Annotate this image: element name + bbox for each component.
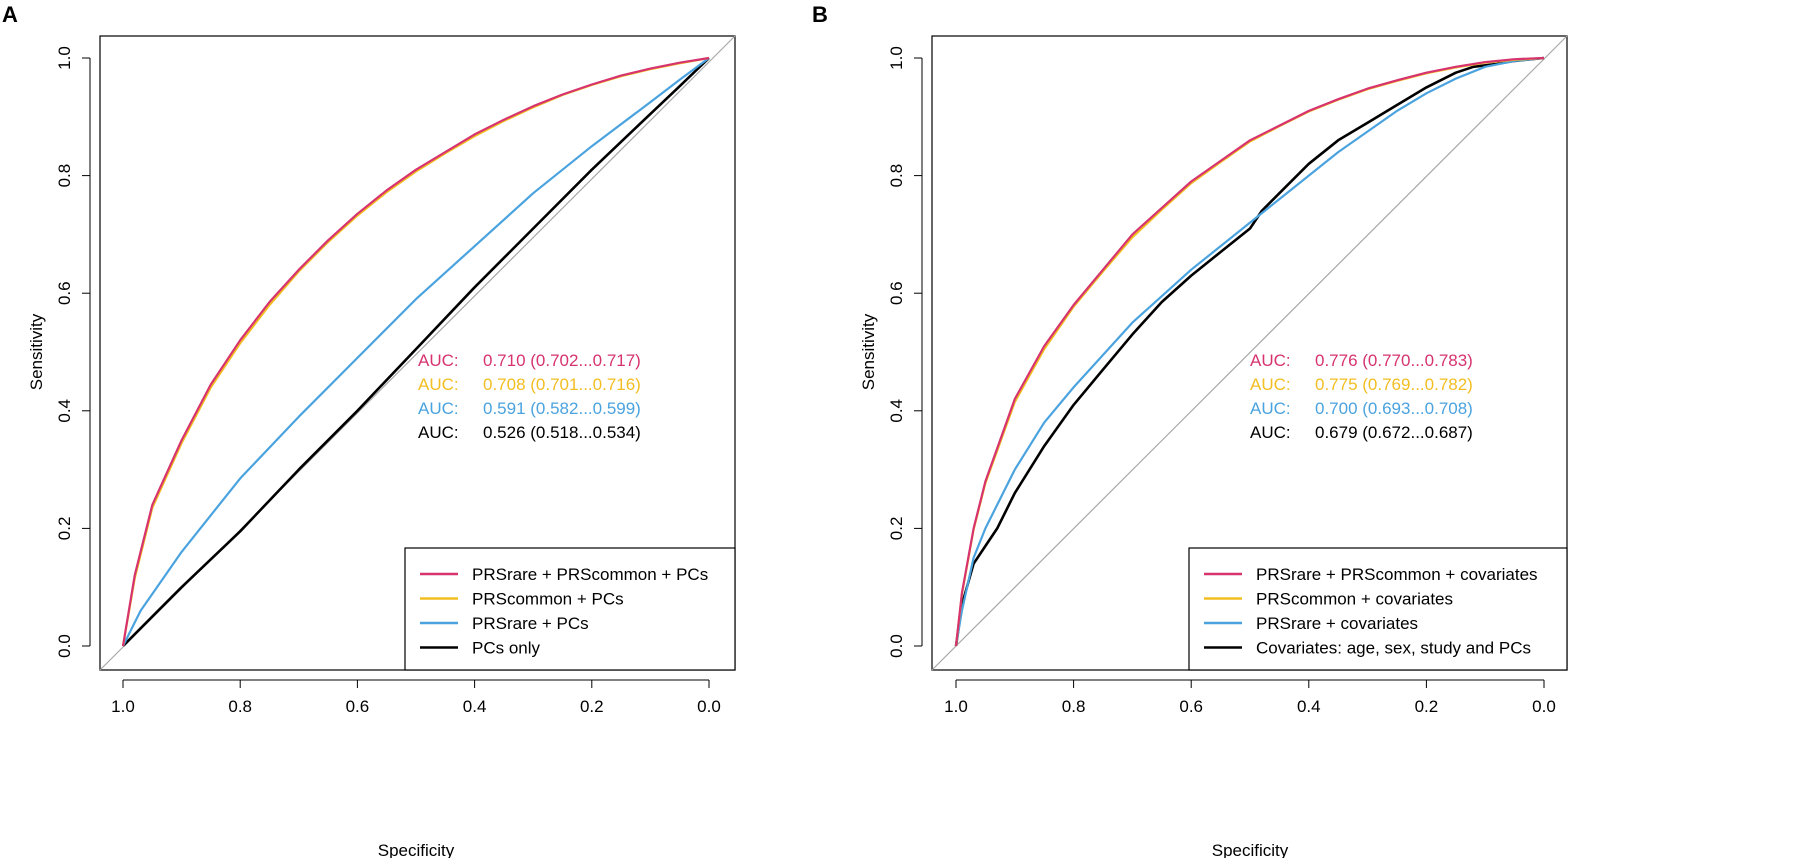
roc-curves xyxy=(954,56,1545,647)
auc-value: 0.708 (0.701...0.716) xyxy=(483,375,641,394)
auc-value: 0.775 (0.769...0.782) xyxy=(1315,375,1473,394)
roc-curve-3 xyxy=(954,56,1545,647)
x-tick-label: 0.8 xyxy=(228,697,252,716)
y-axis-title: Sensitivity xyxy=(859,313,878,390)
panel-b: B 1.0 0.8 0.6 0.4 0.2 0.0 Specificity 0.0 0.2 0.4 0… xyxy=(812,2,1568,858)
legend-box xyxy=(1188,547,1568,671)
x-tick-label: 0.2 xyxy=(1415,697,1439,716)
x-tick-label: 0.6 xyxy=(1179,697,1203,716)
legend-box xyxy=(404,547,736,671)
panel-a: A 1.0 0.8 0.6 0.4 0.2 0.0 Specificity 0.0 0.2 0.4 0… xyxy=(2,2,736,858)
auc-prefix: AUC: xyxy=(1250,399,1291,418)
y-tick-label: 0.0 xyxy=(55,634,74,658)
x-tick-label: 0.4 xyxy=(1297,697,1321,716)
roc-curve-3 xyxy=(122,57,710,647)
roc-curve-4 xyxy=(954,56,1545,647)
y-tick-label: 0.8 xyxy=(55,164,74,188)
y-axis-title: Sensitivity xyxy=(27,313,46,390)
x-tick-label: 1.0 xyxy=(944,697,968,716)
legend-label: PRSrare + PCs xyxy=(472,614,589,633)
auc-value: 0.591 (0.582...0.599) xyxy=(483,399,641,418)
legend-label: PCs only xyxy=(472,639,541,658)
y-tick-label: 0.2 xyxy=(55,517,74,541)
panel-label: B xyxy=(812,2,828,27)
auc-value: 0.776 (0.770...0.783) xyxy=(1315,351,1473,370)
legend-label: PRSrare + PRScommon + covariates xyxy=(1256,565,1538,584)
panel-label: A xyxy=(2,2,18,27)
y-tick-label: 1.0 xyxy=(887,46,906,70)
y-tick-label: 0.8 xyxy=(887,164,906,188)
y-tick-label: 0.6 xyxy=(55,281,74,305)
auc-value: 0.700 (0.693...0.708) xyxy=(1315,399,1473,418)
x-tick-label: 1.0 xyxy=(111,697,135,716)
y-tick-label: 0.2 xyxy=(887,517,906,541)
legend: PRSrare + PRScommon + PCs PRScommon + PCs… xyxy=(404,547,736,671)
x-tick-label: 0.6 xyxy=(346,697,370,716)
auc-prefix: AUC: xyxy=(418,351,459,370)
auc-value: 0.710 (0.702...0.717) xyxy=(483,351,641,370)
legend-label: PRScommon + PCs xyxy=(472,590,624,609)
roc-curves xyxy=(121,56,710,647)
legend-label: Covariates: age, sex, study and PCs xyxy=(1256,639,1531,658)
roc-curve-4 xyxy=(122,57,710,647)
x-tick-label: 0.4 xyxy=(463,697,487,716)
legend: PRSrare + PRScommon + covariates PRScommo… xyxy=(1188,547,1568,671)
auc-prefix: AUC: xyxy=(418,375,459,394)
x-tick-label: 0.0 xyxy=(1532,697,1556,716)
legend-label: PRSrare + covariates xyxy=(1256,614,1418,633)
auc-prefix: AUC: xyxy=(418,399,459,418)
auc-prefix: AUC: xyxy=(1250,375,1291,394)
legend-label: PRSrare + PRScommon + PCs xyxy=(472,565,708,584)
x-axis-title: Specificity xyxy=(1212,841,1289,858)
y-tick-label: 0.4 xyxy=(887,399,906,423)
x-tick-label: 0.8 xyxy=(1062,697,1086,716)
x-axis-title: Specificity xyxy=(378,841,455,858)
x-tick-label: 0.2 xyxy=(580,697,604,716)
auc-prefix: AUC: xyxy=(1250,351,1291,370)
legend-label: PRScommon + covariates xyxy=(1256,590,1453,609)
auc-value: 0.679 (0.672...0.687) xyxy=(1315,423,1473,442)
x-tick-label: 0.0 xyxy=(697,697,721,716)
y-tick-label: 1.0 xyxy=(55,46,74,70)
roc-curve-1 xyxy=(954,56,1545,647)
y-tick-label: 0.6 xyxy=(887,281,906,305)
reference-diagonal xyxy=(931,35,1568,671)
auc-prefix: AUC: xyxy=(1250,423,1291,442)
roc-curve-1 xyxy=(121,56,710,647)
auc-prefix: AUC: xyxy=(418,423,459,442)
y-tick-label: 0.0 xyxy=(887,634,906,658)
auc-value: 0.526 (0.518...0.534) xyxy=(483,423,641,442)
y-tick-label: 0.4 xyxy=(55,399,74,423)
